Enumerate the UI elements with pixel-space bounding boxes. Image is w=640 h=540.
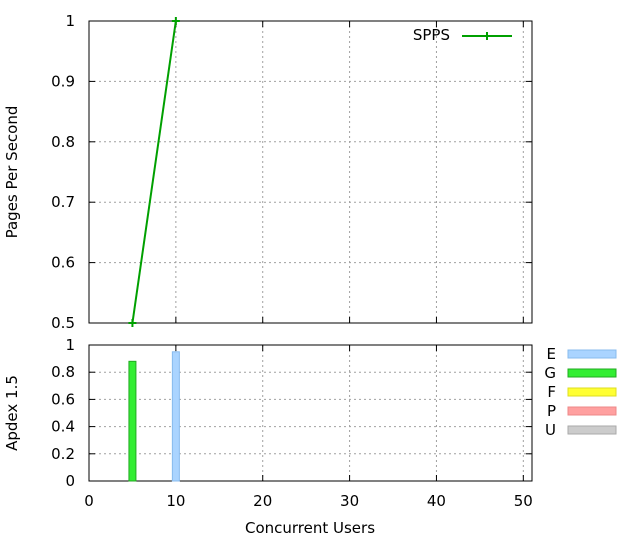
top-gridlines [88, 20, 532, 324]
top-y-tick-label: 0.9 [51, 72, 75, 90]
top-tick-labels: 0.5 0.6 0.7 0.8 0.9 1 [51, 12, 532, 332]
apdex-bar-g [128, 360, 137, 482]
top-y-tick-label: 0.7 [51, 193, 75, 211]
apdex-bar-e [171, 351, 180, 482]
legend-label-spps: SPPS [413, 26, 450, 44]
bottom-y-tick-label: 1 [65, 336, 75, 354]
legend-label-u: U [545, 421, 556, 439]
legend-label-p: P [547, 402, 556, 420]
top-y-tick-label: 0.6 [51, 254, 75, 272]
x-tick-label: 30 [340, 492, 359, 510]
bottom-gridlines [88, 344, 532, 482]
legend-swatch-f [567, 387, 617, 397]
x-axis-label: Concurrent Users [245, 519, 375, 537]
top-plot-frame [88, 20, 533, 324]
top-y-tick-label: 0.5 [51, 314, 75, 332]
legend-swatch-g [567, 368, 617, 378]
legend-swatch-u [567, 425, 617, 435]
x-tick-label: 40 [427, 492, 446, 510]
x-tick-label: 0 [84, 492, 94, 510]
legend-label-g: G [544, 364, 556, 382]
x-tick-label: 20 [253, 492, 272, 510]
legend-label-e: E [547, 345, 556, 363]
legend-label-f: F [547, 383, 556, 401]
bottom-y-tick-label: 0.6 [51, 390, 75, 408]
bottom-y-tick-label: 0.8 [51, 363, 75, 381]
bottom-tick-labels: 0 10 20 30 40 50 0 0.2 0.4 0.6 0.8 1 [51, 336, 533, 510]
top-y-tick-label: 1 [65, 12, 75, 30]
bottom-y-tick-label: 0 [65, 472, 75, 490]
bottom-y-tick-label: 0.2 [51, 445, 75, 463]
bottom-plot-frame [88, 344, 533, 482]
series-line-spps [131, 20, 177, 324]
legend-swatch-p [567, 406, 617, 416]
top-series-layer [128, 17, 180, 327]
bottom-y-tick-label: 0.4 [51, 418, 75, 436]
apdex-bars [128, 351, 180, 482]
top-y-axis-label: Pages Per Second [3, 106, 21, 239]
bottom-y-axis-label: Apdex 1.5 [3, 375, 21, 451]
x-tick-label: 10 [166, 492, 185, 510]
legend-swatch-e [567, 349, 617, 359]
x-tick-label: 50 [514, 492, 533, 510]
top-legend: SPPS [413, 26, 512, 44]
top-y-tick-label: 0.8 [51, 133, 75, 151]
